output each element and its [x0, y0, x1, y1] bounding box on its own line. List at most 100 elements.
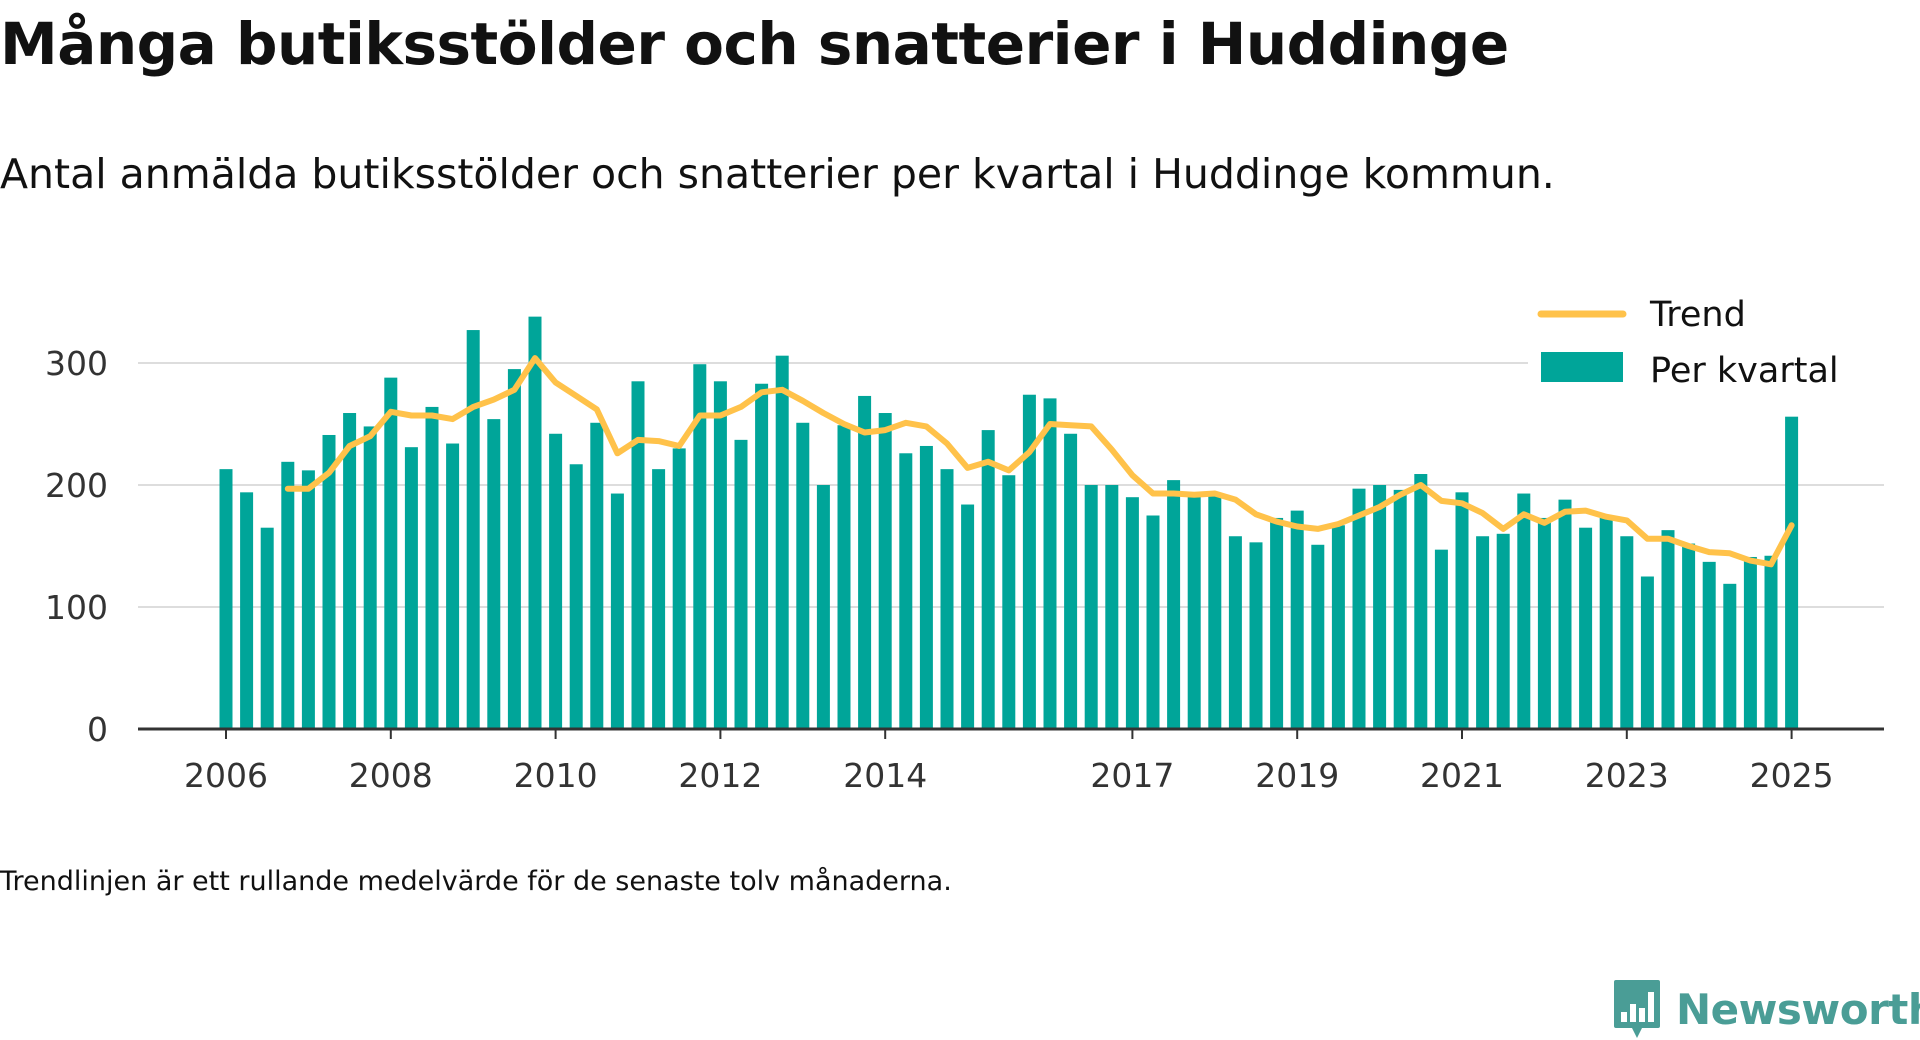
bar-2022-Q4 — [1599, 517, 1613, 729]
bar-2008-Q2 — [404, 447, 418, 729]
bar-2006-Q4 — [281, 461, 295, 729]
legend: Trend Per kvartal — [1528, 286, 1884, 398]
bar-2012-Q2 — [734, 439, 748, 729]
bar-2023-Q4 — [1682, 543, 1696, 729]
bar-2009-Q2 — [487, 419, 501, 729]
bar-2007-Q2 — [322, 434, 336, 729]
bar-2014-Q2 — [899, 453, 913, 729]
bar-2022-Q3 — [1579, 527, 1593, 729]
bar-2017-Q2 — [1146, 515, 1160, 729]
bar-2023-Q2 — [1640, 576, 1654, 729]
bar-2017-Q4 — [1187, 493, 1201, 729]
bar-2016-Q3 — [1084, 485, 1098, 729]
bar-2011-Q2 — [652, 469, 666, 729]
legend-bar-swatch — [1541, 352, 1623, 382]
bars — [219, 316, 1799, 729]
bar-2022-Q1 — [1537, 517, 1551, 729]
bar-2009-Q4 — [528, 316, 542, 729]
bar-2017-Q1 — [1125, 497, 1139, 729]
x-tick-label: 2023 — [1585, 756, 1669, 795]
bar-2020-Q2 — [1393, 489, 1407, 729]
bar-2010-Q1 — [549, 433, 563, 729]
bar-2020-Q4 — [1434, 549, 1448, 729]
bar-2012-Q1 — [713, 381, 727, 729]
bar-2006-Q3 — [260, 527, 274, 729]
x-tick-label: 2008 — [349, 756, 433, 795]
bar-2021-Q2 — [1476, 536, 1490, 729]
bar-2011-Q3 — [672, 448, 686, 729]
legend-bar-label: Per kvartal — [1650, 351, 1839, 391]
bar-2016-Q2 — [1064, 433, 1078, 729]
brand-name: Newsworthy — [1676, 984, 1920, 1034]
bar-2010-Q3 — [590, 422, 604, 729]
bar-2014-Q4 — [940, 469, 954, 729]
x-tick-label: 2017 — [1090, 756, 1174, 795]
x-tick-label: 2010 — [514, 756, 598, 795]
bar-2013-Q1 — [796, 422, 810, 729]
bar-2024-Q3 — [1743, 556, 1757, 729]
bar-2023-Q3 — [1661, 530, 1675, 729]
bar-2008-Q4 — [446, 443, 460, 729]
bar-2010-Q4 — [610, 493, 624, 729]
trend-line-group — [284, 355, 1795, 568]
bar-2022-Q2 — [1558, 499, 1572, 729]
bar-2012-Q3 — [755, 383, 769, 729]
bar-2018-Q3 — [1249, 542, 1263, 729]
bar-2017-Q3 — [1167, 480, 1181, 729]
bar-2006-Q2 — [240, 492, 254, 729]
bar-2018-Q4 — [1270, 517, 1284, 729]
bar-2019-Q1 — [1290, 510, 1304, 729]
legend-trend-label: Trend — [1649, 295, 1746, 335]
x-tick-label: 2021 — [1420, 756, 1504, 795]
bar-2007-Q4 — [363, 426, 377, 729]
footnote: Trendlinjen är ett rullande medelvärde f… — [0, 866, 952, 897]
y-tick-label: 0 — [87, 710, 108, 749]
bar-2016-Q1 — [1043, 398, 1057, 729]
bar-2009-Q3 — [507, 369, 521, 729]
y-tick-label: 300 — [45, 344, 108, 383]
bar-2007-Q1 — [301, 470, 315, 729]
bar-2018-Q2 — [1228, 536, 1242, 729]
bar-2007-Q3 — [343, 413, 357, 729]
bar-2010-Q2 — [569, 464, 583, 729]
bar-2008-Q3 — [425, 406, 439, 729]
bar-2023-Q1 — [1620, 536, 1634, 729]
y-tick-label: 200 — [45, 466, 108, 505]
x-axis: 2006 2008 2010 2012 2014 2017 2019 2021 2023 2025 — [138, 727, 1884, 795]
bar-2025-Q1 — [1785, 416, 1799, 729]
bar-2021-Q1 — [1455, 492, 1469, 729]
bar-2024-Q1 — [1702, 561, 1716, 729]
bar-2008-Q1 — [384, 377, 398, 729]
bar-2006-Q1 — [219, 469, 233, 729]
bar-2024-Q2 — [1723, 583, 1737, 729]
bar-2011-Q1 — [631, 381, 645, 729]
bar-2013-Q3 — [837, 425, 851, 729]
x-tick-label: 2006 — [184, 756, 268, 795]
y-tick-label: 100 — [45, 588, 108, 627]
bar-2016-Q4 — [1105, 485, 1119, 729]
bar-2015-Q2 — [981, 430, 995, 729]
bar-2013-Q2 — [816, 485, 830, 729]
bar-2013-Q4 — [858, 395, 872, 729]
bar-2018-Q1 — [1208, 493, 1222, 729]
brand-logo: Newsworthy — [1612, 978, 1920, 1040]
bar-2019-Q2 — [1311, 544, 1325, 729]
bar-2019-Q4 — [1352, 488, 1366, 729]
x-tick-label: 2019 — [1255, 756, 1339, 795]
bar-2021-Q3 — [1496, 533, 1510, 729]
x-tick-label: 2014 — [843, 756, 927, 795]
bar-chart-icon — [1614, 980, 1660, 1038]
bar-2014-Q1 — [878, 413, 892, 729]
bar-2015-Q1 — [961, 504, 975, 729]
bar-2014-Q3 — [919, 445, 933, 729]
chart-title: Många butiksstölder och snatterier i Hud… — [0, 10, 1509, 78]
bar-2015-Q4 — [1022, 394, 1036, 729]
bar-2012-Q4 — [775, 355, 789, 729]
bar-2020-Q1 — [1373, 485, 1387, 729]
bar-2015-Q3 — [1002, 475, 1016, 729]
x-tick-label: 2025 — [1750, 756, 1834, 795]
bar-2020-Q3 — [1414, 474, 1428, 729]
y-axis-labels: 0 100 200 300 — [45, 344, 108, 749]
chart-subtitle: Antal anmälda butiksstölder och snatteri… — [0, 150, 1555, 198]
